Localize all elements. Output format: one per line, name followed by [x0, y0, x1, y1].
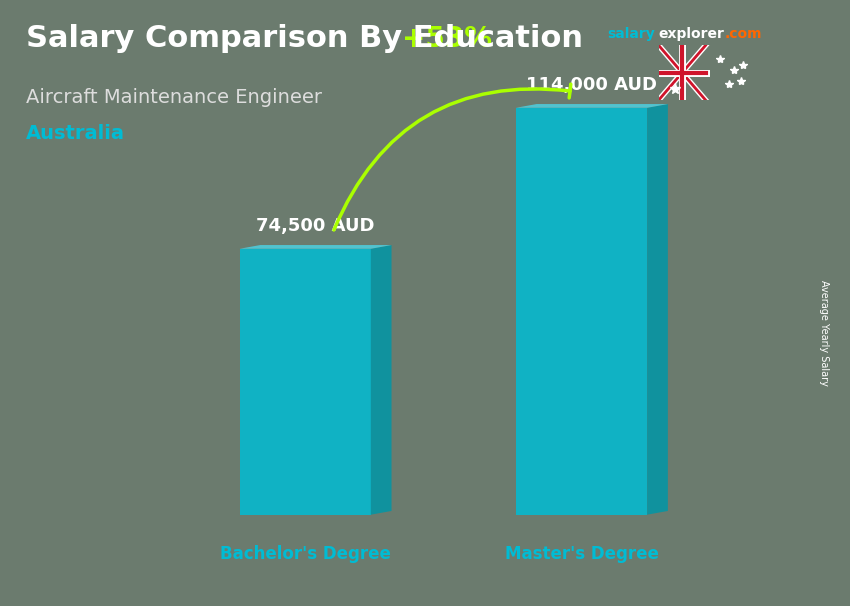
Text: Bachelor's Degree: Bachelor's Degree — [220, 545, 391, 563]
Text: Master's Degree: Master's Degree — [505, 545, 659, 563]
Polygon shape — [240, 245, 392, 249]
Polygon shape — [516, 104, 668, 108]
Polygon shape — [240, 249, 371, 514]
Text: explorer: explorer — [659, 27, 724, 41]
Text: 74,500 AUD: 74,500 AUD — [257, 217, 375, 235]
Polygon shape — [371, 245, 392, 514]
Polygon shape — [516, 108, 647, 514]
Text: Salary Comparison By Education: Salary Comparison By Education — [26, 24, 582, 53]
Text: Average Yearly Salary: Average Yearly Salary — [819, 281, 829, 386]
Text: 114,000 AUD: 114,000 AUD — [526, 76, 657, 94]
Text: .com: .com — [725, 27, 762, 41]
Polygon shape — [647, 104, 668, 514]
Text: Australia: Australia — [26, 124, 124, 143]
Text: salary: salary — [608, 27, 655, 41]
Text: +53%: +53% — [402, 25, 492, 53]
Text: Aircraft Maintenance Engineer: Aircraft Maintenance Engineer — [26, 88, 321, 107]
